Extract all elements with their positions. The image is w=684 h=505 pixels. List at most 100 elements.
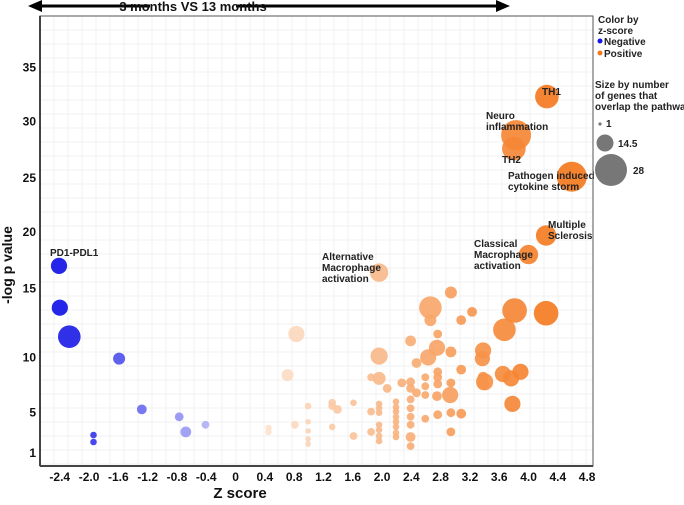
positive-pathway-bubble[interactable]: [349, 432, 358, 440]
positive-pathway-bubble[interactable]: [392, 398, 400, 406]
positive-pathway-bubble[interactable]: [456, 364, 467, 375]
positive-pathway-bubble[interactable]: [424, 314, 437, 327]
positive-pathway-bubble[interactable]: [372, 371, 386, 385]
negative-pathway-bubble[interactable]: [113, 352, 126, 365]
legend: Color by z-score Negative Positive Size …: [592, 15, 684, 466]
positive-pathway-bubble[interactable]: [367, 407, 375, 416]
positive-pathway-bubble[interactable]: [428, 339, 446, 356]
negative-pathway-bubble[interactable]: [58, 325, 81, 349]
positive-pathway-bubble[interactable]: [442, 386, 459, 404]
positive-pathway-bubble[interactable]: [446, 408, 456, 418]
positive-pathway-bubble[interactable]: [501, 120, 532, 151]
positive-pathway-bubble[interactable]: [367, 428, 375, 436]
positive-pathway-bubble[interactable]: [265, 428, 272, 436]
positive-pathway-bubble[interactable]: [504, 395, 521, 412]
positive-pathway-bubble[interactable]: [433, 379, 443, 389]
positive-pathway-bubble[interactable]: [392, 413, 400, 421]
positive-pathway-bubble[interactable]: [392, 418, 400, 426]
negative-pathway-bubble[interactable]: [50, 257, 68, 274]
positive-pathway-bubble[interactable]: [456, 315, 467, 325]
positive-pathway-bubble[interactable]: [375, 409, 383, 417]
positive-pathway-bubble[interactable]: [382, 384, 392, 393]
positive-pathway-bubble[interactable]: [433, 410, 443, 420]
positive-pathway-bubble[interactable]: [291, 420, 299, 429]
annotation-label: TH2: [502, 155, 521, 166]
positive-pathway-bubble[interactable]: [432, 391, 442, 401]
positive-pathway-bubble[interactable]: [421, 382, 430, 391]
positive-pathway-bubble[interactable]: [502, 298, 527, 323]
x-tick-label: 1.2: [315, 470, 332, 484]
positive-pathway-bubble[interactable]: [433, 372, 443, 382]
negative-pathway-bubble[interactable]: [90, 438, 97, 446]
negative-pathway-bubble[interactable]: [174, 412, 184, 422]
positive-pathway-bubble[interactable]: [556, 161, 587, 192]
positive-pathway-bubble[interactable]: [421, 373, 430, 382]
positive-pathway-bubble[interactable]: [406, 420, 415, 429]
annotations: PD1-PDL1 AlternativeMacrophageactivationT…: [50, 87, 595, 285]
annotation-label: inflammation: [486, 122, 548, 133]
positive-pathway-bubble[interactable]: [375, 421, 383, 429]
positive-pathway-bubble[interactable]: [405, 432, 416, 442]
positive-pathway-bubble[interactable]: [406, 377, 415, 387]
positive-pathway-bubble[interactable]: [474, 351, 490, 367]
annotation-label: Pathogen induced: [508, 171, 595, 182]
legend-size-1-label: 1: [606, 119, 612, 130]
positive-pathway-bubble[interactable]: [375, 426, 383, 434]
negative-pathway-bubble[interactable]: [201, 420, 210, 429]
positive-pathway-bubble[interactable]: [406, 442, 415, 450]
legend-size-title-3: overlap the pathway: [595, 102, 684, 113]
positive-pathway-bubble[interactable]: [305, 441, 311, 447]
positive-pathway-bubble[interactable]: [421, 414, 430, 423]
positive-pathway-bubble[interactable]: [392, 423, 400, 431]
positive-pathway-bubble[interactable]: [405, 335, 416, 347]
positive-pathway-bubble[interactable]: [419, 296, 442, 320]
legend-negative-swatch: [597, 38, 603, 44]
positive-pathway-bubble[interactable]: [477, 378, 490, 390]
positive-pathway-bubble[interactable]: [518, 244, 539, 265]
x-tick-label: 2.4: [403, 470, 420, 484]
positive-pathway-bubble[interactable]: [467, 307, 477, 317]
negative-pathway-bubble[interactable]: [180, 426, 192, 438]
positive-pathway-bubble[interactable]: [392, 408, 400, 415]
positive-pathway-bubble[interactable]: [421, 391, 430, 399]
negative-pathway-bubble[interactable]: [51, 299, 68, 316]
x-tick-label: 0: [232, 470, 239, 484]
positive-pathway-bubble[interactable]: [281, 369, 294, 382]
positive-pathway-bubble[interactable]: [375, 437, 383, 445]
comparison-arrow: [28, 0, 510, 12]
positive-pathway-bubble[interactable]: [446, 427, 456, 437]
positive-pathway-bubble[interactable]: [328, 423, 336, 431]
positive-pathway-bubble[interactable]: [411, 358, 422, 368]
positive-pathway-bubble[interactable]: [370, 347, 388, 365]
positive-pathway-bubble[interactable]: [305, 419, 311, 425]
positive-pathway-bubble[interactable]: [406, 395, 415, 404]
positive-pathway-bubble[interactable]: [305, 436, 311, 442]
positive-pathway-bubble[interactable]: [433, 329, 443, 339]
positive-pathway-bubble[interactable]: [456, 408, 467, 419]
positive-pathway-bubble[interactable]: [305, 428, 311, 434]
positive-pathway-bubble[interactable]: [533, 300, 559, 326]
positive-pathway-bubble[interactable]: [406, 412, 415, 421]
positive-pathway-bubble[interactable]: [333, 405, 342, 414]
negative-pathway-bubble[interactable]: [90, 431, 97, 439]
positive-pathway-bubble[interactable]: [444, 286, 457, 299]
positive-pathway-bubble[interactable]: [493, 318, 516, 342]
positive-pathway-bubble[interactable]: [369, 263, 389, 282]
legend-negative-label: Negative: [604, 37, 646, 48]
positive-pathway-bubble[interactable]: [406, 404, 415, 413]
positive-pathway-bubble[interactable]: [392, 433, 400, 441]
positive-pathway-bubble[interactable]: [288, 325, 305, 343]
positive-pathway-bubble[interactable]: [350, 399, 357, 407]
positive-pathway-bubble[interactable]: [535, 225, 557, 246]
positive-pathway-bubble[interactable]: [375, 432, 383, 440]
positive-pathway-bubble[interactable]: [535, 84, 559, 109]
positive-pathway-bubble[interactable]: [397, 378, 407, 388]
positive-pathway-bubble[interactable]: [412, 388, 421, 398]
positive-pathway-bubble[interactable]: [304, 402, 312, 410]
positive-pathway-bubble[interactable]: [446, 378, 456, 388]
negative-pathway-bubble[interactable]: [136, 404, 147, 415]
x-tick-label: -2.4: [49, 470, 70, 484]
positive-pathway-bubble[interactable]: [445, 346, 457, 358]
positive-pathway-bubble[interactable]: [512, 363, 529, 380]
bubbles: [50, 84, 587, 450]
